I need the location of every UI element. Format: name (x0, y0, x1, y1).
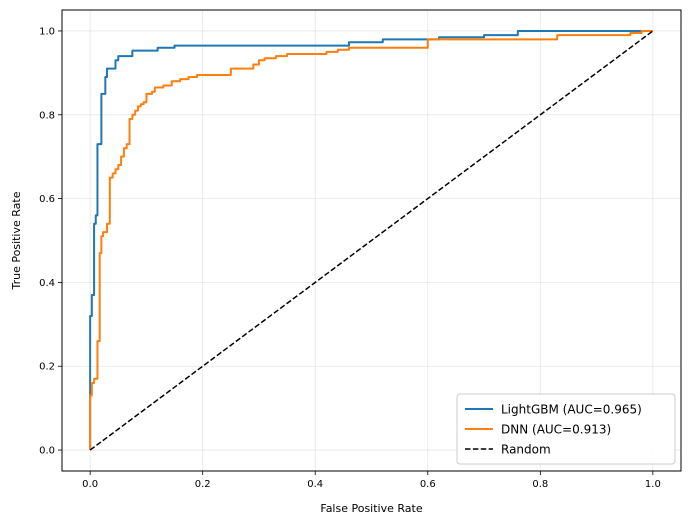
legend-label: Random (501, 443, 551, 457)
x-axis-label: False Positive Rate (320, 502, 422, 515)
legend-label: LightGBM (AUC=0.965) (501, 403, 642, 417)
y-tick-label: 0.2 (39, 362, 55, 373)
legend-label: DNN (AUC=0.913) (501, 423, 611, 437)
grid (62, 10, 681, 471)
y-tick-label: 0.0 (39, 446, 55, 457)
legend-box (456, 393, 676, 465)
x-tick-label: 0.6 (420, 479, 436, 490)
legend: LightGBM (AUC=0.965) DNN (AUC=0.913) Rando… (456, 393, 676, 465)
x-tick-label: 0.0 (82, 479, 98, 490)
y-tick-label: 0.4 (39, 278, 55, 289)
series-line-1 (89, 29, 653, 451)
x-tick-label: 0.2 (195, 479, 211, 490)
y-tick-label: 0.6 (39, 194, 55, 205)
x-tick-label: 0.4 (307, 479, 323, 490)
series-line-0 (89, 29, 653, 451)
x-tick-label: 0.8 (532, 479, 548, 490)
y-tick-label: 0.8 (39, 110, 55, 121)
ticks: 0.0 0.2 0.4 0.6 0.8 1.0 0.0 0.2 0.4 0.6 0.8 1.0 (39, 26, 661, 490)
series-layer (89, 29, 654, 451)
y-tick-label: 1.0 (39, 26, 55, 37)
series-line-2 (89, 30, 654, 451)
plot-frame (61, 9, 682, 472)
x-tick-label: 1.0 (645, 479, 661, 490)
y-axis-label: True Positive Rate (10, 191, 23, 290)
